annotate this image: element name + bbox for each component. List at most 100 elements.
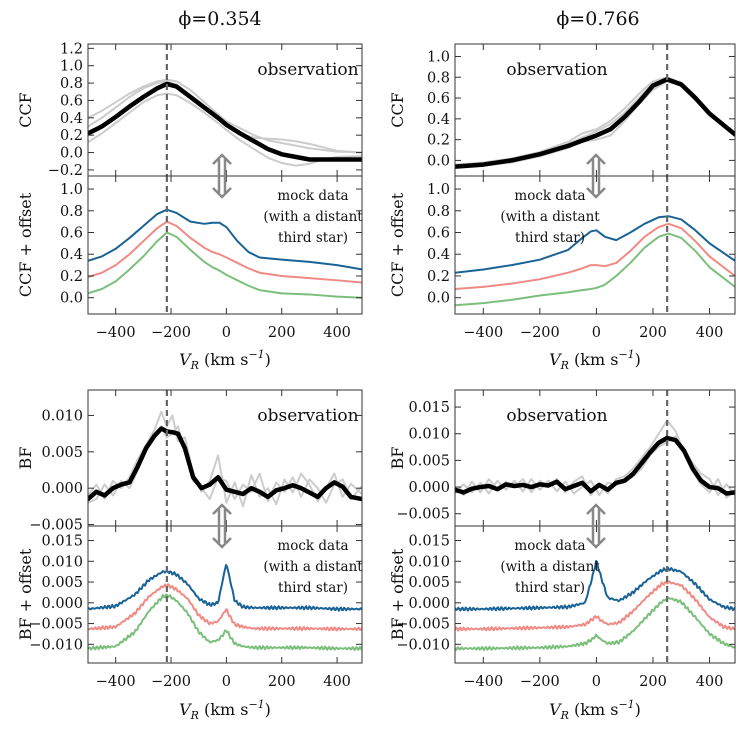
ccf-phi0766-chart: 0.00.20.40.60.81.0CCFobservation0.00.20.… (388, 43, 736, 372)
xtick-label: 0 (592, 325, 601, 341)
ytick-label: 0.2 (427, 269, 450, 285)
xtick-label: 0 (592, 674, 601, 690)
ccf-phi0354-top-ylabel: CCF (16, 92, 35, 128)
bf-phi0354-top-ylabel: BF (16, 447, 35, 470)
ytick-label: −0.2 (48, 163, 83, 179)
ytick-label: 0.010 (408, 427, 450, 443)
ccf-phi0766-double-arrow-icon (586, 153, 606, 199)
ccf-phi0766-mock-label-line: mock data (514, 188, 585, 204)
bf-phi0766-chart: −0.0050.0000.0050.0100.015BFobservation−… (388, 389, 736, 722)
bf-phi0354-top-series-0 (88, 410, 362, 508)
bf-phi0354-bottom-series-0 (88, 564, 362, 612)
ytick-label: 0.005 (408, 453, 450, 469)
bf-phi0354-mock-label-line: (with a distant (263, 559, 363, 575)
bf-phi0766-bottom-series-0 (455, 560, 735, 612)
bf-phi0354-mock-label-line: mock data (277, 538, 348, 554)
bf-phi0766-double-arrow-icon (586, 503, 606, 549)
ytick-label: 0.010 (41, 554, 83, 570)
bf-phi0766-xlabel: VR (km s−1) (549, 698, 641, 722)
ccf-phi0354-top-series-group (88, 78, 362, 167)
ccf-phi0354-bottom-ylabel: CCF + offset (16, 192, 35, 297)
ytick-label: 0.010 (408, 554, 450, 570)
ccf-phi0766-mock-label-line: third star) (515, 230, 585, 246)
bf-phi0766-mock-label-line: mock data (514, 538, 585, 554)
ccf-phi0766-top-series-0 (455, 76, 735, 167)
bf-phi0354-bottom-series-1 (88, 583, 362, 632)
xtick-label: 200 (268, 674, 296, 690)
bf-phi0766-bottom-frame (454, 525, 736, 664)
xtick-label: −200 (520, 325, 560, 341)
bf-phi0354-observation-label: observation (257, 406, 358, 426)
ytick-label: 0.005 (408, 575, 450, 591)
bf-phi0354-bottom-ylabel: BF + offset (16, 548, 35, 640)
bf-phi0766-top-ylabel: BF (388, 447, 407, 470)
ccf-phi0766-top-panel: 0.0 0.2 0.4 0.6 0.8 1.0 CCF observation (388, 43, 736, 177)
ytick-label: 0.4 (60, 111, 83, 127)
xtick-label: 0 (222, 325, 231, 341)
xtick-label: 200 (639, 325, 667, 341)
ccf-phi0354-top-series-1 (88, 92, 362, 167)
ytick-label: 0.2 (427, 133, 450, 149)
ccf-phi0354-top-series-2 (88, 78, 362, 154)
ccf-phi0354-bottom-series-0 (88, 208, 362, 271)
xtick-label: 200 (639, 674, 667, 690)
bf-phi0766-bottom-series-group (455, 560, 735, 652)
ytick-label: 0.0 (60, 291, 83, 307)
ccf-phi0766-bottom-frame (454, 175, 736, 315)
ytick-label: −0.010 (29, 637, 83, 653)
title-phase-0354: ϕ=0.354 (178, 8, 261, 30)
ccf-phi0766-bottom-series-0 (455, 215, 735, 274)
bf-phi0766-bottom-series-2 (455, 596, 735, 652)
bf-phi0354-bottom-series-2 (88, 593, 362, 652)
ccf-phi0766-mock-label-line: (with a distant (500, 209, 600, 225)
ccf-phi0354-chart: −0.20.00.20.40.60.81.01.2CCFobservation0… (16, 41, 363, 372)
ytick-label: 0.000 (408, 596, 450, 612)
ytick-label: 0.2 (60, 269, 83, 285)
ccf-phi0766-bottom-series-2 (455, 232, 735, 307)
ytick-label: 0.000 (408, 480, 450, 496)
ccf-phi0354-top-series-0 (88, 80, 362, 154)
xtick-label: 400 (323, 325, 351, 341)
bf-phi0766-mock-label-line: third star) (515, 580, 585, 596)
ytick-label: −0.010 (396, 637, 450, 653)
ytick-label: 0.4 (427, 247, 450, 263)
ccf-phi0354-bottom-panel: 0.0 0.2 0.4 0.6 0.8 1.0 CCF + offset mock data (… (16, 175, 363, 315)
ccf-phi0766-top-ylabel: CCF (388, 92, 407, 128)
ytick-label: 0.005 (41, 575, 83, 591)
ytick-label: 0.4 (60, 247, 83, 263)
ccf-phi0354-mock-label-line: (with a distant (263, 209, 363, 225)
ytick-label: 0.6 (427, 91, 450, 107)
ccf-phi0354-double-arrow-icon (212, 153, 232, 199)
xtick-label: −400 (463, 674, 503, 690)
bf-phi0354-top-series-2 (88, 426, 362, 502)
bf-phi0354-bottom-panel: −0.010 −0.005 0.000 0.005 0.010 0.015 BF + off… (16, 525, 363, 664)
title-phase-0766: ϕ=0.766 (556, 8, 639, 30)
ccf-phi0766-observation-label: observation (506, 60, 607, 80)
ccf-phi0354-top-panel: −0.20.0 0.20.4 0.60.81.0 1.2 CCF observation (16, 41, 363, 179)
ytick-label: −0.005 (396, 507, 450, 523)
xtick-label: −200 (151, 674, 191, 690)
ccf-phi0354-mock-label-line: mock data (277, 188, 348, 204)
xtick-label: −400 (96, 674, 136, 690)
bf-phi0354-xlabel: VR (km s−1) (179, 698, 271, 722)
xtick-label: −400 (463, 325, 503, 341)
ytick-label: −0.005 (29, 617, 83, 633)
ytick-label: 1.0 (427, 182, 450, 198)
ccf-phi0354-xlabel: VR (km s−1) (179, 348, 271, 372)
ytick-label: 0.015 (41, 534, 83, 550)
ytick-label: 0.8 (60, 76, 83, 92)
ytick-label: 1.0 (60, 182, 83, 198)
ytick-label: 0.8 (427, 204, 450, 220)
bf-phi0766-bottom-series-1 (455, 580, 735, 632)
bf-phi0766-top-series-group (455, 419, 735, 499)
xtick-label: −200 (151, 325, 191, 341)
ytick-label: 0.015 (408, 400, 450, 416)
xtick-label: 0 (222, 674, 231, 690)
ytick-label: 0.015 (408, 534, 450, 550)
bf-phi0354-top-series-group (88, 410, 362, 508)
ccf-phi0354-top-series-3 (88, 81, 362, 162)
xtick-label: 400 (696, 674, 724, 690)
xtick-label: −200 (520, 674, 560, 690)
